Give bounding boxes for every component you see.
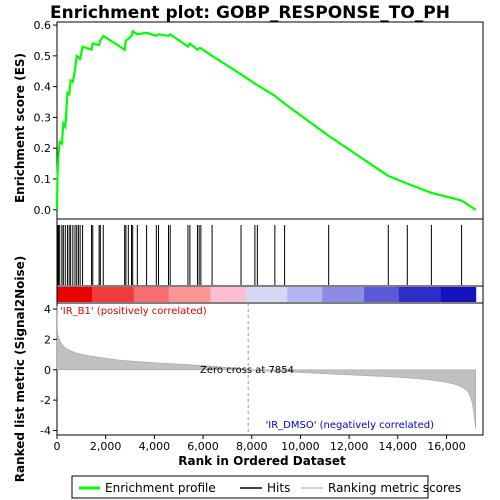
es-y-tick-label: 0.0 bbox=[34, 204, 52, 217]
colorbar-segment bbox=[141, 287, 148, 302]
hits-panel bbox=[57, 219, 483, 286]
x-tick-label: 10,000 bbox=[281, 440, 320, 453]
colorbar-segment bbox=[78, 287, 85, 302]
x-tick-label: 0 bbox=[54, 440, 61, 453]
metric-y-tick-label: 4 bbox=[44, 303, 51, 316]
colorbar-segment bbox=[329, 287, 336, 302]
legend-enrichment-label: Enrichment profile bbox=[105, 481, 216, 495]
colorbar-segment bbox=[406, 287, 413, 302]
colorbar-segment bbox=[343, 287, 350, 302]
colorbar-segment bbox=[162, 287, 169, 302]
colorbar-segment bbox=[85, 287, 92, 302]
colorbar-segment bbox=[448, 287, 455, 302]
colorbar-segment bbox=[224, 287, 231, 302]
es-y-tick-label: 0.4 bbox=[34, 81, 52, 94]
colorbar-segment bbox=[322, 287, 329, 302]
colorbar-segment bbox=[245, 287, 252, 302]
metric-y-tick-label: 2 bbox=[44, 333, 51, 346]
colorbar-segment bbox=[462, 287, 469, 302]
colorbar-segment bbox=[127, 287, 134, 302]
colorbar-segment bbox=[469, 287, 476, 302]
colorbar-segment bbox=[371, 287, 378, 302]
colorbar-segment bbox=[92, 287, 99, 302]
colorbar-segment bbox=[364, 287, 371, 302]
zero-cross-label: Zero cross at 7854 bbox=[200, 365, 294, 376]
x-tick-label: 2,000 bbox=[90, 440, 122, 453]
colorbar-segment bbox=[176, 287, 183, 302]
negative-correlation-label: 'IR_DMSO' (negatively correlated) bbox=[266, 420, 435, 431]
colorbar-segment bbox=[357, 287, 364, 302]
es-y-tick-label: 0.3 bbox=[34, 111, 52, 124]
es-y-tick-label: 0.2 bbox=[34, 142, 52, 155]
colorbar-segment bbox=[169, 287, 176, 302]
positive-correlation-label: 'IR_B1' (positively correlated) bbox=[60, 306, 207, 317]
colorbar-segment bbox=[308, 287, 315, 302]
colorbar-segment bbox=[434, 287, 441, 302]
colorbar-segment bbox=[252, 287, 259, 302]
colorbar-segment bbox=[155, 287, 162, 302]
x-axis-label: Rank in Ordered Dataset bbox=[178, 454, 346, 468]
colorbar-segment bbox=[280, 287, 287, 302]
colorbar-segment bbox=[204, 287, 211, 302]
colorbar-segment bbox=[183, 287, 190, 302]
chart-title: Enrichment plot: GOBP_RESPONSE_TO_PH bbox=[50, 3, 450, 23]
x-tick-label: 16,000 bbox=[427, 440, 466, 453]
colorbar-segment bbox=[392, 287, 399, 302]
colorbar-segment bbox=[57, 287, 64, 302]
colorbar-segment bbox=[266, 287, 273, 302]
colorbar-segment bbox=[211, 287, 218, 302]
legend-metric-label: Ranking metric scores bbox=[328, 481, 461, 495]
es-plot-frame bbox=[57, 22, 483, 219]
colorbar-segment bbox=[134, 287, 141, 302]
colorbar-segment bbox=[420, 287, 427, 302]
x-tick-label: 12,000 bbox=[330, 440, 369, 453]
x-tick-label: 14,000 bbox=[379, 440, 418, 453]
colorbar-segment bbox=[71, 287, 78, 302]
metric-y-axis-label: Ranked list metric (Signal2Noise) bbox=[13, 256, 27, 483]
colorbar-segment bbox=[148, 287, 155, 302]
hits-frame bbox=[57, 219, 483, 286]
colorbar-segment bbox=[301, 287, 308, 302]
colorbar-segment bbox=[350, 287, 357, 302]
colorbar-segment bbox=[113, 287, 120, 302]
es-y-tick-label: 0.1 bbox=[34, 173, 52, 186]
colorbar-segment bbox=[106, 287, 113, 302]
metric-y-tick-label: -2 bbox=[40, 394, 51, 407]
rank-colorbar bbox=[57, 286, 483, 303]
legend-hits-label: Hits bbox=[267, 481, 290, 495]
colorbar-segment bbox=[120, 287, 127, 302]
metric-y-tick-label: -4 bbox=[40, 424, 51, 437]
colorbar-segment bbox=[99, 287, 106, 302]
colorbar-segment bbox=[238, 287, 245, 302]
es-y-tick-label: 0.6 bbox=[34, 19, 52, 32]
colorbar-segment bbox=[441, 287, 448, 302]
colorbar-segment bbox=[378, 287, 385, 302]
colorbar-segment bbox=[455, 287, 462, 302]
colorbar-segment bbox=[294, 287, 301, 302]
x-tick-label: 8,000 bbox=[236, 440, 268, 453]
metric-y-tick-label: 0 bbox=[44, 364, 51, 377]
x-tick-label: 4,000 bbox=[139, 440, 171, 453]
colorbar-segment bbox=[259, 287, 266, 302]
colorbar-segment bbox=[287, 287, 294, 302]
colorbar-segment bbox=[218, 287, 225, 302]
es-y-axis-label: Enrichment score (ES) bbox=[13, 53, 27, 203]
colorbar-segment bbox=[231, 287, 238, 302]
enrichment-score-panel: 0.0 0.1 0.2 0.3 0.4 0.5 0.6 Enrichment score (… bbox=[13, 19, 483, 219]
colorbar-segment bbox=[64, 287, 71, 302]
x-tick-label: 6,000 bbox=[187, 440, 219, 453]
colorbar-segment bbox=[273, 287, 280, 302]
colorbar-segment bbox=[413, 287, 420, 302]
colorbar-segment bbox=[336, 287, 343, 302]
colorbar-segment bbox=[190, 287, 197, 302]
colorbar-segment bbox=[427, 287, 434, 302]
colorbar-segment bbox=[197, 287, 204, 302]
es-y-tick-label: 0.5 bbox=[34, 50, 52, 63]
colorbar-segment bbox=[385, 287, 392, 302]
legend: Enrichment profile Hits Ranking metric s… bbox=[72, 476, 461, 498]
colorbar-segment bbox=[315, 287, 322, 302]
colorbar-segment bbox=[399, 287, 406, 302]
x-axis: 0 2,000 4,000 6,000 8,000 10,000 12,000 14,000 1… bbox=[54, 435, 466, 468]
